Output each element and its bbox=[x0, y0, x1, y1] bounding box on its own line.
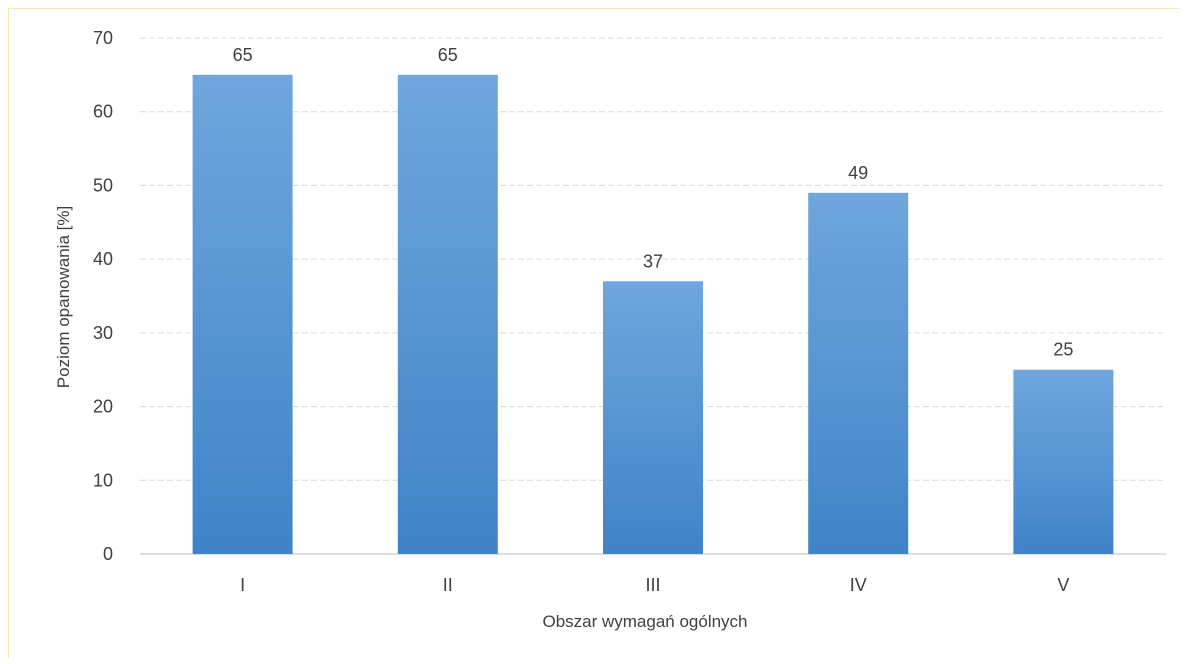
y-tick-label: 50 bbox=[93, 175, 113, 195]
bar-V bbox=[1013, 369, 1114, 554]
data-label-I: 65 bbox=[233, 45, 253, 65]
x-axis-ticks: I II III IV V bbox=[240, 575, 1069, 595]
y-tick-label: 30 bbox=[93, 323, 113, 343]
x-tick-label-I: I bbox=[240, 575, 245, 595]
data-label-III: 37 bbox=[643, 251, 663, 271]
x-tick-label-II: II bbox=[443, 575, 453, 595]
bar-II bbox=[397, 74, 498, 554]
y-tick-label: 60 bbox=[93, 102, 113, 122]
y-tick-label: 20 bbox=[93, 397, 113, 417]
data-labels: 65 65 37 49 25 bbox=[233, 45, 1074, 360]
data-label-V: 25 bbox=[1053, 340, 1073, 360]
x-axis-title: Obszar wymagań ogólnych bbox=[542, 612, 747, 631]
y-tick-label: 70 bbox=[93, 28, 113, 48]
data-label-IV: 49 bbox=[848, 163, 868, 183]
data-label-II: 65 bbox=[438, 45, 458, 65]
bar-IV bbox=[808, 192, 909, 555]
y-tick-label: 0 bbox=[103, 544, 113, 564]
bars bbox=[192, 74, 1114, 555]
y-axis-ticks: 0 10 20 30 40 50 60 70 bbox=[93, 28, 113, 564]
y-tick-label: 10 bbox=[93, 470, 113, 490]
x-tick-label-V: V bbox=[1057, 575, 1069, 595]
x-tick-label-III: III bbox=[645, 575, 660, 595]
y-tick-label: 40 bbox=[93, 249, 113, 269]
bar-I bbox=[192, 74, 293, 554]
y-axis-title: Poziom opanowania [%] bbox=[54, 206, 73, 388]
bar-III bbox=[603, 281, 703, 554]
x-tick-label-IV: IV bbox=[850, 575, 867, 595]
